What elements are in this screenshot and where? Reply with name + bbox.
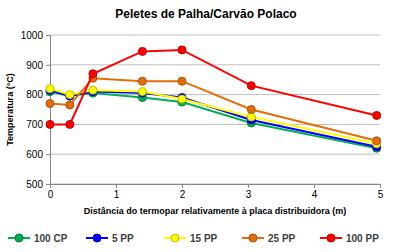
- grid-line: [50, 35, 380, 36]
- y-tick-mark: [46, 65, 50, 66]
- x-tick-mark: [182, 184, 183, 188]
- x-tick-label: 0: [48, 189, 54, 200]
- legend-marker: [327, 234, 335, 242]
- legend-item: 5 PP: [86, 233, 134, 244]
- series-marker: [66, 101, 74, 109]
- y-tick-label: 500: [26, 179, 43, 190]
- legend-item: 25 PP: [242, 233, 296, 244]
- series-marker: [89, 86, 97, 94]
- y-tick-label: 800: [26, 89, 43, 100]
- series-marker: [247, 113, 255, 121]
- legend-item: 100 PP: [320, 233, 379, 244]
- series-marker: [138, 88, 146, 96]
- x-tick-label: 2: [180, 189, 186, 200]
- title: Peletes de Palha/Carvão Polaco: [115, 7, 296, 21]
- x-tick: 0: [48, 184, 54, 200]
- legend-marker: [249, 234, 257, 242]
- legend-label: 100 PP: [346, 233, 379, 244]
- y-tick: 500: [26, 179, 50, 190]
- x-tick-label: 5: [378, 189, 384, 200]
- y-tick-mark: [46, 184, 50, 185]
- y-tick-label: 600: [26, 149, 43, 160]
- series: [46, 86, 381, 151]
- legend-marker: [171, 234, 179, 242]
- x-tick-mark: [380, 184, 381, 188]
- y-tick: 600: [26, 149, 50, 160]
- series-marker: [46, 100, 54, 108]
- series-marker: [373, 111, 381, 119]
- y-tick-mark: [46, 154, 50, 155]
- series-marker: [178, 46, 186, 54]
- grid-line: [50, 64, 380, 65]
- series-marker: [138, 47, 146, 55]
- legend-label: 100 CP: [34, 233, 68, 244]
- legend-marker: [15, 234, 23, 242]
- x-tick-mark: [50, 184, 51, 188]
- series-marker: [138, 77, 146, 85]
- series-marker: [46, 85, 54, 93]
- legend-item: 100 CP: [8, 233, 68, 244]
- grid-line: [50, 124, 380, 125]
- grid-line: [50, 154, 380, 155]
- plot-area: [46, 46, 381, 152]
- legend-label: 15 PP: [190, 233, 218, 244]
- series-marker: [178, 95, 186, 103]
- legend-item: 15 PP: [164, 233, 218, 244]
- x-tick-label: 3: [246, 189, 252, 200]
- y-axis: 500 600 700 800 900 1000: [21, 30, 51, 190]
- series-line: [50, 90, 377, 147]
- series: [46, 74, 381, 145]
- legend-marker: [93, 234, 101, 242]
- legend-label: 25 PP: [268, 233, 296, 244]
- series-marker: [66, 120, 74, 128]
- series-line: [50, 78, 377, 141]
- y-tick: 900: [26, 60, 50, 71]
- y-axis-title: Temperatura (°C): [5, 73, 15, 145]
- x-tick-mark: [248, 184, 249, 188]
- series-marker: [46, 120, 54, 128]
- x-tick-mark: [116, 184, 117, 188]
- x-tick-label: 1: [114, 189, 120, 200]
- x-tick: 2: [180, 184, 186, 200]
- series-marker: [178, 77, 186, 85]
- legend-label: 5 PP: [112, 233, 134, 244]
- y-tick-mark: [46, 35, 50, 36]
- x-tick-label: 4: [312, 189, 318, 200]
- y-tick: 1000: [21, 30, 50, 41]
- series-marker: [247, 82, 255, 90]
- x-tick: 1: [114, 184, 120, 200]
- x-tick: 3: [246, 184, 252, 200]
- y-axis-line: [46, 36, 51, 185]
- series-line: [50, 50, 377, 125]
- x-axis-line: [51, 185, 381, 189]
- x-tick-mark: [314, 184, 315, 188]
- x-tick: 4: [312, 184, 318, 200]
- series-marker: [373, 137, 381, 145]
- series-line: [50, 89, 377, 144]
- legend: 100 CP 5 PP 15 PP 25 PP 100 PP: [8, 233, 379, 244]
- series-marker: [66, 91, 74, 99]
- x-axis-title: Distância do termopar relativamente à pl…: [84, 206, 347, 216]
- y-tick-label: 700: [26, 119, 43, 130]
- series-marker: [89, 70, 97, 78]
- chart: Peletes de Palha/Carvão Polaco 500 600 700 8…: [0, 0, 412, 252]
- grid: [50, 35, 380, 184]
- x-axis: 0 1 2 3 4 5: [48, 184, 384, 200]
- series: [46, 46, 381, 128]
- series: [46, 88, 381, 153]
- y-tick-label: 900: [26, 60, 43, 71]
- x-tick: 5: [378, 184, 384, 200]
- series-marker: [247, 106, 255, 114]
- y-tick-label: 1000: [21, 30, 44, 41]
- series-line: [50, 92, 377, 149]
